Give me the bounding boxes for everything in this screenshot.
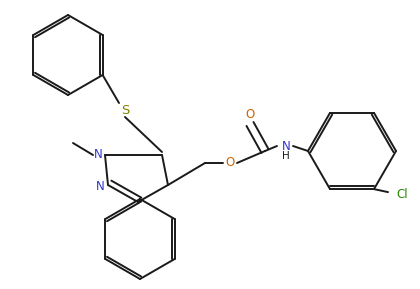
Text: Cl: Cl xyxy=(396,188,408,201)
Text: O: O xyxy=(245,108,255,121)
Text: O: O xyxy=(226,157,235,170)
Text: N: N xyxy=(282,140,290,153)
Text: H: H xyxy=(282,151,290,161)
Text: N: N xyxy=(96,181,105,194)
Text: S: S xyxy=(121,103,129,116)
Text: N: N xyxy=(94,149,102,162)
